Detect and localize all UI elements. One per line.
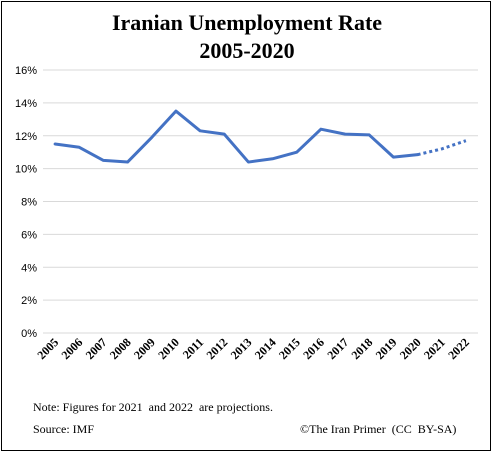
- y-tick-label: 14%: [15, 98, 37, 110]
- chart-subtitle: 2005-2020: [199, 38, 295, 63]
- x-tick-label: 2019: [373, 335, 400, 362]
- x-tick-label: 2005: [34, 335, 61, 362]
- y-tick-label: 0%: [21, 328, 37, 340]
- y-tick-label: 2%: [21, 295, 37, 307]
- actual-series-line: [53, 109, 420, 164]
- y-tick-label: 6%: [21, 229, 37, 241]
- x-tick-label: 2018: [349, 335, 376, 362]
- x-tick-label: 2017: [324, 335, 351, 362]
- x-tick-label: 2022: [445, 335, 472, 362]
- credit-label: ©The Iran Primer (CC BY-SA): [300, 422, 457, 436]
- y-tick-label: 8%: [21, 197, 37, 209]
- x-tick-label: 2009: [131, 335, 158, 362]
- y-tick-label: 16%: [15, 65, 37, 77]
- x-tick-label: 2008: [107, 335, 134, 362]
- y-tick-label: 10%: [15, 164, 37, 176]
- y-tick-label: 4%: [21, 262, 37, 274]
- x-tick-label: 2020: [397, 335, 424, 362]
- y-tick-label: 12%: [15, 131, 37, 143]
- x-tick-label: 2007: [83, 335, 110, 362]
- x-tick-label: 2010: [155, 335, 182, 362]
- x-tick-label: 2015: [276, 335, 303, 362]
- x-tick-label: 2016: [300, 335, 327, 362]
- projection-note: Note: Figures for 2021 and 2022 are proj…: [33, 400, 273, 414]
- x-tick-label: 2011: [180, 335, 206, 361]
- x-tick-label: 2012: [204, 335, 231, 362]
- x-tick-label: 2006: [59, 335, 86, 362]
- x-tick-label: 2013: [228, 335, 255, 362]
- x-tick-label: 2021: [421, 335, 448, 362]
- projected-series-line: [417, 139, 467, 157]
- chart-title: Iranian Unemployment Rate: [111, 10, 383, 35]
- x-tick-label: 2014: [252, 335, 279, 362]
- source-label: Source: IMF: [33, 422, 94, 436]
